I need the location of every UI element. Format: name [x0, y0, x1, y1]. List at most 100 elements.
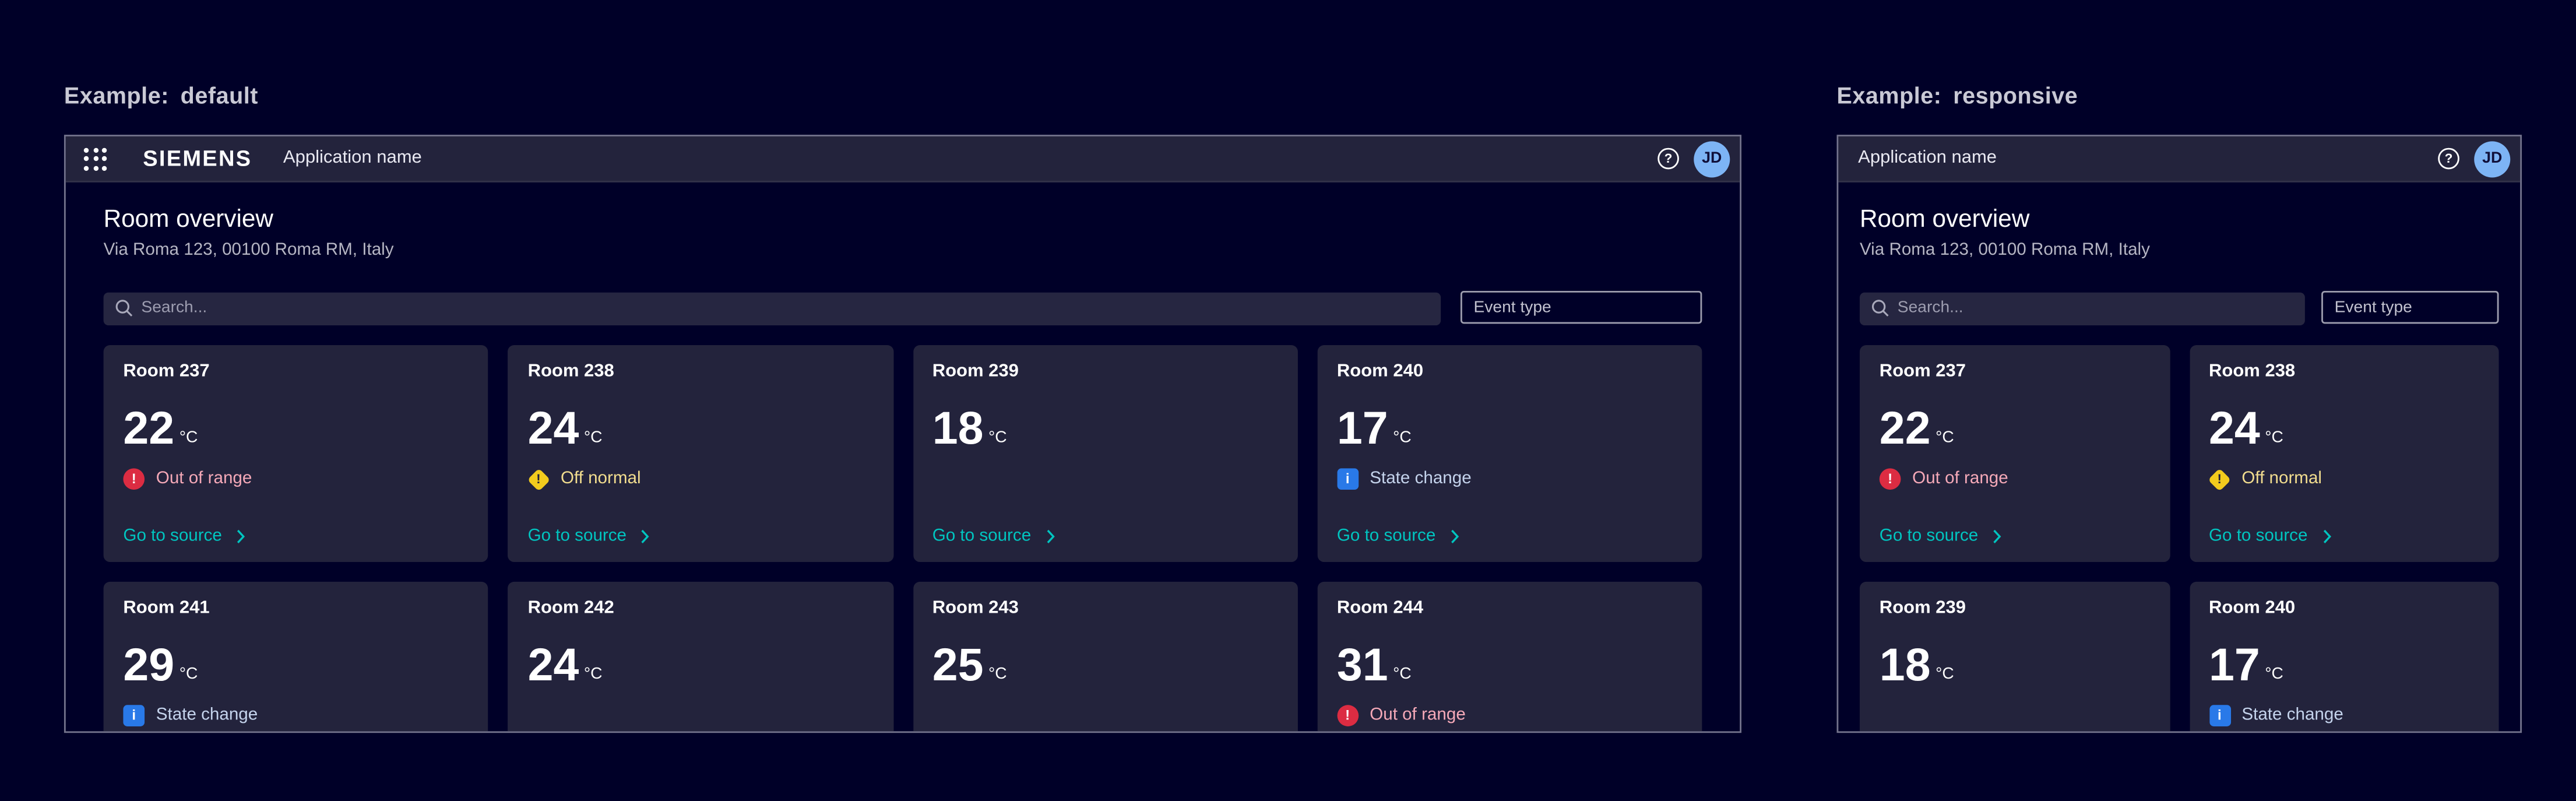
status-label: Off normal: [2241, 468, 2322, 489]
room-name: Room 238: [2208, 361, 2296, 381]
status-label: Off normal: [560, 468, 641, 489]
room-card[interactable]: Room 243 25 °C Go to source: [912, 581, 1298, 732]
page-title: Room overview: [1859, 205, 2030, 234]
app-window: Application name ? JD Room overview Via …: [1836, 135, 2522, 733]
room-card[interactable]: Room 242 24 °C Go to source: [508, 581, 893, 732]
temperature-value: 24: [2208, 402, 2260, 454]
temperature: 24 °C: [527, 402, 874, 454]
status-badge: i State change: [123, 705, 469, 726]
chevron-right-icon: [1993, 529, 2001, 543]
room-card[interactable]: Room 238 24 °C ! Off normal Go to source: [2189, 345, 2499, 563]
temperature-unit: °C: [1935, 665, 1954, 684]
alarm-icon: !: [1879, 468, 1901, 490]
status-badge: ! Out of range: [123, 468, 469, 490]
go-to-source-link[interactable]: Go to source: [123, 526, 469, 546]
temperature: 18 °C: [932, 402, 1278, 454]
room-card[interactable]: Room 244 31 °C ! Out of range Go to sour…: [1317, 581, 1702, 732]
status-label: State change: [156, 705, 258, 725]
go-to-source-label: Go to source: [1879, 526, 1979, 546]
temperature-unit: °C: [1393, 428, 1412, 447]
temperature: 25 °C: [932, 639, 1278, 690]
room-card[interactable]: Room 240 17 °C i State change Go to sour…: [1317, 345, 1702, 563]
go-to-source-link[interactable]: Go to source: [932, 526, 1278, 546]
room-card[interactable]: Room 241 29 °C i State change Go to sour…: [103, 581, 488, 732]
go-to-source-link[interactable]: Go to source: [1336, 526, 1683, 546]
status-badge: ! Out of range: [1879, 468, 2150, 490]
room-card[interactable]: Room 239 18 °C Go to source: [1859, 581, 2170, 732]
temperature-value: 31: [1336, 639, 1388, 690]
search-input[interactable]: [103, 291, 1441, 325]
temperature: 24 °C: [527, 639, 874, 690]
temperature-value: 18: [932, 402, 984, 454]
go-to-source-link[interactable]: Go to source: [1879, 526, 2150, 546]
search-input[interactable]: [1859, 291, 2305, 325]
avatar[interactable]: JD: [2474, 140, 2511, 177]
room-card[interactable]: Room 238 24 °C ! Off normal Go to source: [508, 345, 893, 563]
room-card[interactable]: Room 239 18 °C Go to source: [912, 345, 1298, 563]
temperature-value: 24: [527, 402, 579, 454]
room-name: Room 238: [527, 361, 614, 381]
search-box: [103, 291, 1441, 325]
temperature-value: 25: [932, 639, 984, 690]
go-to-source-link[interactable]: Go to source: [528, 526, 874, 546]
help-icon[interactable]: ?: [2438, 147, 2459, 170]
panel-body: Room overview Via Roma 123, 00100 Roma R…: [1838, 182, 2520, 732]
room-name: Room 241: [123, 598, 210, 618]
temperature-unit: °C: [988, 428, 1007, 447]
app-window: SIEMENS Application name ? JD Room overv…: [64, 135, 1742, 733]
go-to-source-label: Go to source: [1336, 526, 1436, 546]
info-icon: i: [123, 705, 145, 726]
status-label: Out of range: [1370, 705, 1466, 725]
room-card[interactable]: Room 240 17 °C i State change Go to sour…: [2189, 581, 2499, 732]
temperature: 17 °C: [2208, 639, 2479, 690]
temperature-unit: °C: [179, 665, 198, 684]
room-card[interactable]: Room 237 22 °C ! Out of range Go to sour…: [1859, 345, 2170, 563]
temperature: 31 °C: [1336, 639, 1683, 690]
room-name: Room 237: [1879, 361, 1966, 381]
status-badge: ! Out of range: [1336, 705, 1683, 726]
temperature-value: 18: [1879, 639, 1931, 690]
app-header: Application name ? JD: [1838, 136, 2521, 182]
room-card[interactable]: Room 237 22 °C ! Out of range Go to sour…: [103, 345, 488, 563]
temperature-unit: °C: [179, 428, 198, 447]
status-label: Out of range: [1912, 468, 2008, 489]
temperature-value: 24: [527, 639, 579, 690]
temperature: 22 °C: [1880, 405, 2150, 451]
example-heading-label: Example:: [64, 81, 169, 108]
warning-icon: !: [526, 467, 550, 491]
status-label: Out of range: [156, 468, 252, 489]
search-box: [1859, 291, 2305, 325]
temperature: 22 °C: [123, 402, 469, 454]
app-name: Application name: [283, 147, 422, 168]
app-switcher-icon[interactable]: [83, 147, 107, 170]
room-card-grid: Room 237 22 °C ! Out of range Go to sour…: [103, 345, 1702, 732]
temperature: 17 °C: [1336, 402, 1683, 454]
chevron-right-icon: [237, 529, 245, 543]
temperature-value: 22: [123, 402, 175, 454]
warning-icon: !: [2208, 467, 2232, 491]
chevron-right-icon: [2322, 529, 2331, 543]
avatar[interactable]: JD: [1694, 140, 1730, 177]
brand-logo: SIEMENS: [143, 146, 252, 171]
room-name: Room 244: [1336, 598, 1424, 618]
example-heading-variant: default: [180, 81, 259, 108]
temperature-unit: °C: [1935, 428, 1954, 447]
temperature: 29 °C: [123, 642, 469, 688]
event-type-select[interactable]: Event type: [1460, 290, 1702, 324]
event-type-select[interactable]: Event type: [2321, 290, 2499, 324]
room-name: Room 237: [123, 361, 210, 381]
panel-body: Room overview Via Roma 123, 00100 Roma R…: [66, 182, 1740, 732]
room-name: Room 243: [932, 598, 1019, 618]
status-badge: i State change: [1336, 468, 1683, 490]
example-heading: Example: default: [64, 82, 258, 108]
go-to-source-link[interactable]: Go to source: [2209, 526, 2479, 546]
go-to-source-label: Go to source: [932, 526, 1032, 546]
temperature-unit: °C: [2265, 665, 2283, 684]
room-name: Room 240: [1336, 361, 1424, 381]
alarm-icon: !: [123, 468, 145, 490]
example-responsive: Example: responsive Application name ? J…: [1836, 0, 2522, 801]
temperature-value: 17: [1336, 402, 1388, 454]
help-icon[interactable]: ?: [1657, 147, 1679, 170]
temperature-value: 17: [2208, 639, 2260, 690]
